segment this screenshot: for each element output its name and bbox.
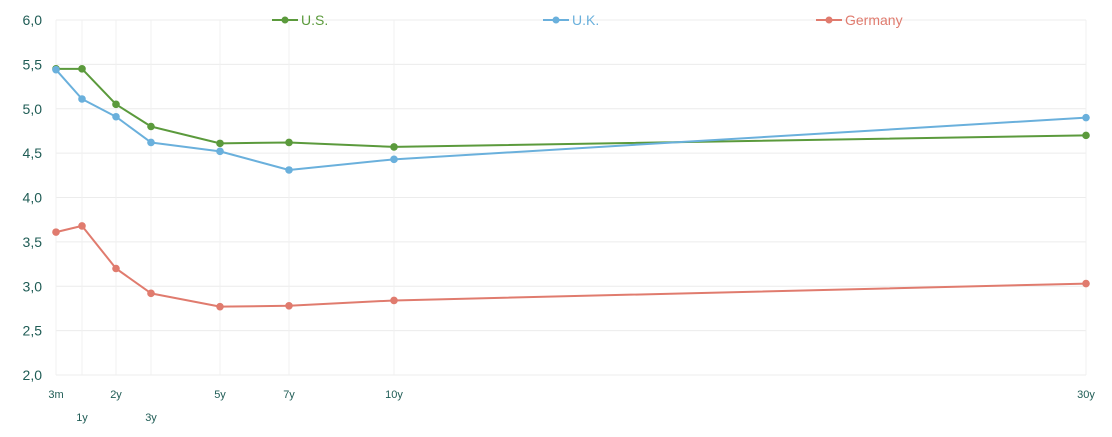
data-point — [390, 155, 398, 164]
y-tick-label: 2,5 — [23, 323, 43, 339]
data-point — [1082, 113, 1090, 122]
data-point — [112, 112, 120, 121]
legend-item: Germany — [816, 12, 903, 28]
data-point — [112, 100, 120, 109]
data-point — [52, 65, 60, 74]
data-point — [78, 65, 86, 73]
series-u-k — [52, 65, 1090, 174]
series-lines — [52, 65, 1090, 311]
y-tick-label: 3,5 — [23, 234, 43, 250]
data-point — [285, 301, 293, 310]
series-line — [56, 67, 1087, 148]
x-tick-label: 7y — [283, 389, 295, 401]
legend-label: U.S. — [301, 12, 328, 28]
legend-swatch-marker — [552, 16, 560, 24]
data-point — [52, 228, 60, 236]
legend-label: U.K. — [572, 12, 599, 28]
legend-swatch-marker — [825, 16, 833, 24]
legend-swatch-marker — [281, 16, 289, 24]
data-point — [390, 143, 398, 151]
data-point — [216, 147, 224, 156]
data-point — [78, 95, 86, 103]
y-tick-label: 5,5 — [23, 56, 43, 72]
x-tick-label: 3y — [145, 412, 157, 424]
data-point — [216, 139, 224, 148]
y-tick-label: 3,0 — [23, 278, 43, 294]
series-u-s — [52, 65, 1090, 151]
y-tick-label: 4,0 — [23, 190, 43, 206]
data-point — [1082, 131, 1090, 140]
x-tick-label: 30y — [1077, 389, 1095, 401]
legend-item: U.S. — [272, 12, 328, 28]
x-axis-ticks: 3m 1y 2y 3y 5y 7y 10y 30y — [48, 389, 1095, 424]
data-point — [112, 264, 120, 273]
data-point — [147, 289, 155, 298]
grid — [55, 19, 1087, 376]
data-point — [1082, 279, 1090, 288]
data-point — [285, 138, 293, 147]
data-point — [216, 302, 224, 311]
data-point — [390, 296, 398, 305]
data-point — [147, 138, 155, 147]
y-tick-label: 5,0 — [23, 101, 43, 117]
y-tick-label: 4,5 — [23, 145, 43, 161]
series-line — [55, 224, 1087, 308]
y-tick-label: 6,0 — [23, 12, 43, 28]
legend: U.S. U.K. Germany — [272, 12, 903, 28]
y-tick-label: 2,0 — [23, 367, 43, 383]
y-axis-ticks: 2,0 2,5 3,0 3,5 4,0 4,5 5,0 5,5 6,0 — [23, 12, 43, 383]
legend-item: U.K. — [543, 12, 599, 28]
legend-label: Germany — [845, 12, 903, 28]
x-tick-label: 1y — [76, 412, 88, 424]
series-line — [55, 69, 1087, 171]
series-germany — [52, 222, 1090, 311]
x-tick-label: 2y — [110, 389, 122, 401]
data-point — [285, 166, 293, 174]
data-point — [147, 122, 155, 131]
data-point — [78, 222, 86, 230]
x-tick-label: 3m — [48, 389, 63, 401]
x-tick-label: 5y — [214, 389, 226, 401]
x-tick-label: 10y — [385, 389, 403, 401]
